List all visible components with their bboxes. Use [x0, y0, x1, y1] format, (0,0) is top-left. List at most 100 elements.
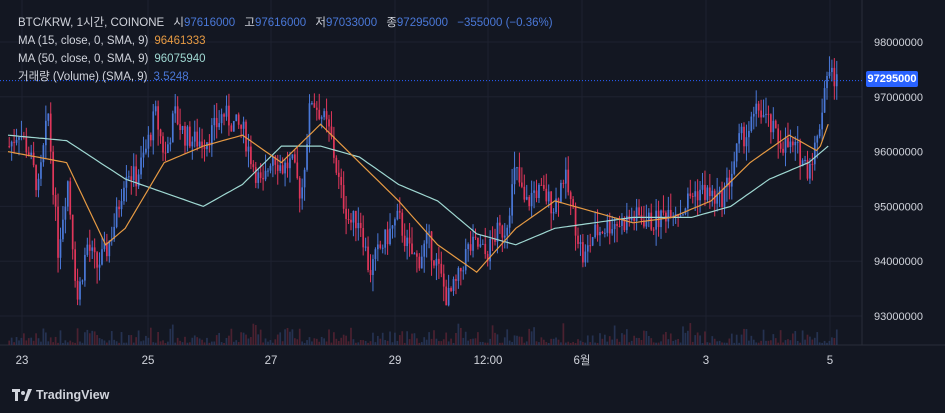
volume-bar: [420, 342, 423, 345]
candle-body: [398, 210, 401, 213]
candle-body: [389, 228, 391, 245]
volume-bar: [696, 332, 699, 345]
candle-body: [613, 224, 616, 230]
volume-bar: [272, 342, 274, 345]
candle-body: [93, 247, 96, 253]
volume-bar: [189, 342, 191, 345]
volume-row[interactable]: 거래량 (Volume) (SMA, 9) 3.5248: [18, 68, 553, 86]
volume-bar: [633, 335, 636, 345]
candle-body: [213, 117, 216, 126]
candle-body: [147, 134, 150, 149]
candle-body: [32, 152, 35, 166]
candle-body: [193, 131, 196, 142]
candle-body: [306, 144, 308, 170]
volume-bar: [472, 338, 474, 345]
volume-bar: [137, 330, 140, 345]
candle-body: [809, 163, 811, 179]
volume-bar: [464, 331, 467, 345]
volume-bar: [245, 334, 247, 345]
candle-body: [88, 244, 91, 251]
candle-body: [606, 220, 609, 233]
volume-bar: [530, 331, 533, 345]
candle-body: [298, 178, 301, 199]
volume-bar: [59, 330, 62, 345]
candle-body: [486, 254, 489, 262]
open-value: 97616000: [184, 17, 236, 29]
candle-body: [501, 225, 504, 238]
candle-body: [308, 103, 311, 145]
volume-bar: [523, 342, 526, 345]
x-tick-label: 23: [16, 355, 29, 367]
volume-bar: [442, 339, 445, 345]
candle-body: [796, 141, 799, 143]
volume-bar: [240, 332, 242, 345]
volume-bar: [64, 340, 67, 345]
y-tick-label: 98000000: [874, 37, 923, 49]
candle-body: [420, 256, 423, 269]
volume-bar: [643, 330, 645, 345]
candle-body: [27, 152, 30, 156]
candle-body: [337, 172, 340, 177]
open-label: 시: [173, 17, 184, 29]
volume-bar: [752, 339, 755, 345]
volume-bar: [135, 337, 138, 345]
candle-body: [450, 288, 452, 291]
tradingview-logo[interactable]: TradingView: [12, 388, 109, 402]
volume-bar: [579, 340, 582, 345]
volume-bar: [828, 340, 831, 345]
candle-body: [723, 186, 726, 207]
volume-bar: [511, 341, 513, 345]
volume-bar: [389, 331, 391, 345]
candle-body: [689, 193, 692, 196]
candle-body: [18, 137, 20, 140]
price-chart[interactable]: 93000000 94000000 95000000 96000000 97000000…: [0, 0, 945, 378]
candle-body: [369, 270, 372, 276]
candle-body: [550, 191, 553, 214]
volume-bar: [340, 337, 343, 345]
y-tick-label: 94000000: [874, 256, 923, 268]
candle-body: [13, 141, 15, 143]
symbol-label[interactable]: BTC/KRW, 1시간, COINONE: [18, 17, 165, 29]
candle-body: [679, 215, 682, 217]
volume-bar: [157, 331, 159, 345]
candle-body: [66, 181, 69, 207]
volume-bar: [611, 339, 614, 345]
volume-bar: [577, 339, 579, 345]
candle-body: [181, 126, 184, 130]
candle-body: [552, 212, 555, 214]
x-tick-label: 5: [827, 355, 833, 367]
volume-bar: [516, 335, 518, 345]
candle-body: [25, 136, 28, 153]
volume-bar: [279, 332, 282, 345]
ma15-row[interactable]: MA (15, close, 0, SMA, 9) 96461333: [18, 32, 553, 50]
candle-body: [496, 222, 499, 242]
candle-body: [357, 222, 360, 229]
candle-body: [215, 117, 218, 128]
volume-bar: [557, 339, 560, 345]
volume-bar: [262, 342, 264, 345]
candle-body: [438, 258, 440, 264]
volume-bar: [230, 328, 233, 345]
candle-body: [174, 106, 177, 114]
volume-bar: [103, 340, 106, 345]
candle-body: [169, 142, 172, 145]
volume-bar: [110, 331, 113, 345]
candle-body: [315, 107, 318, 110]
volume-bar: [750, 335, 753, 345]
candle-body: [247, 146, 250, 152]
ma50-row[interactable]: MA (50, close, 0, SMA, 9) 96075940: [18, 50, 553, 68]
volume-bar: [794, 331, 797, 345]
volume-bar: [296, 339, 299, 345]
candle-body: [376, 244, 379, 250]
candle-body: [621, 218, 623, 226]
tradingview-logo-icon: [12, 389, 32, 401]
volume-bar: [254, 325, 257, 345]
candle-body: [252, 164, 255, 168]
volume-bar: [459, 327, 462, 345]
x-tick-label: 29: [389, 355, 402, 367]
candle-body: [574, 206, 577, 236]
volume-bar: [152, 342, 155, 345]
candle-body: [106, 242, 108, 257]
candle-body: [313, 103, 316, 108]
